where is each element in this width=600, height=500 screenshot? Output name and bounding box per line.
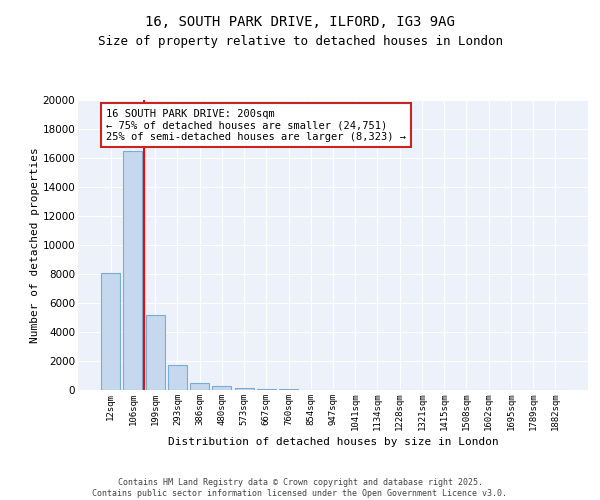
Text: Size of property relative to detached houses in London: Size of property relative to detached ho… <box>97 35 503 48</box>
Bar <box>235 388 254 390</box>
Bar <box>212 386 231 390</box>
Bar <box>168 366 187 390</box>
Bar <box>124 151 142 390</box>
Y-axis label: Number of detached properties: Number of detached properties <box>29 147 40 343</box>
Text: Contains HM Land Registry data © Crown copyright and database right 2025.
Contai: Contains HM Land Registry data © Crown c… <box>92 478 508 498</box>
Bar <box>101 272 120 390</box>
Bar <box>257 389 276 390</box>
Bar <box>190 383 209 390</box>
X-axis label: Distribution of detached houses by size in London: Distribution of detached houses by size … <box>167 438 499 448</box>
Text: 16 SOUTH PARK DRIVE: 200sqm
← 75% of detached houses are smaller (24,751)
25% of: 16 SOUTH PARK DRIVE: 200sqm ← 75% of det… <box>106 108 406 142</box>
Bar <box>146 314 164 390</box>
Text: 16, SOUTH PARK DRIVE, ILFORD, IG3 9AG: 16, SOUTH PARK DRIVE, ILFORD, IG3 9AG <box>145 15 455 29</box>
